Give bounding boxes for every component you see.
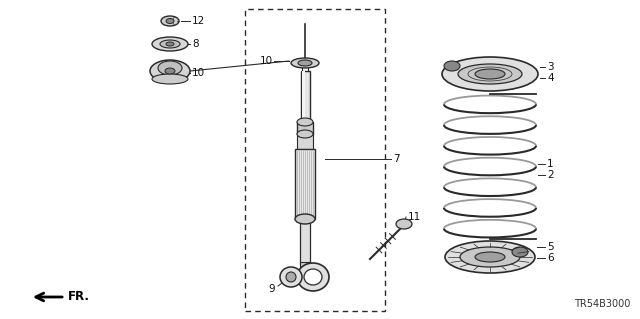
Ellipse shape (512, 247, 528, 257)
Text: 10: 10 (192, 68, 205, 78)
Ellipse shape (460, 247, 520, 267)
Text: 8: 8 (192, 39, 198, 49)
Text: 2: 2 (547, 170, 554, 180)
Ellipse shape (291, 58, 319, 68)
Ellipse shape (161, 16, 179, 26)
Text: 3: 3 (547, 62, 554, 72)
Bar (301, 71, 310, 124)
Ellipse shape (158, 61, 182, 75)
Bar (295, 149, 315, 219)
Ellipse shape (475, 252, 505, 262)
Ellipse shape (165, 68, 175, 74)
Text: 4: 4 (547, 73, 554, 83)
Ellipse shape (160, 40, 180, 48)
Ellipse shape (458, 64, 522, 84)
Ellipse shape (444, 61, 460, 71)
Ellipse shape (442, 57, 538, 91)
Bar (300, 219, 310, 264)
Text: 7: 7 (393, 154, 399, 164)
Ellipse shape (280, 267, 302, 287)
Text: 1: 1 (547, 159, 554, 169)
Ellipse shape (297, 118, 313, 126)
Ellipse shape (298, 60, 312, 66)
Ellipse shape (152, 37, 188, 51)
Ellipse shape (445, 241, 535, 273)
Text: FR.: FR. (68, 291, 90, 303)
Bar (302, 71, 305, 124)
Ellipse shape (297, 130, 313, 138)
Text: 9: 9 (268, 284, 275, 294)
Bar (297, 122, 313, 134)
Text: 10: 10 (260, 56, 273, 66)
Bar (300, 262, 310, 284)
Ellipse shape (152, 74, 188, 84)
Ellipse shape (166, 42, 174, 46)
Text: TR54B3000: TR54B3000 (573, 299, 630, 309)
Ellipse shape (286, 272, 296, 282)
Ellipse shape (475, 69, 505, 79)
Text: 11: 11 (408, 212, 421, 222)
Ellipse shape (295, 214, 315, 224)
Ellipse shape (304, 269, 322, 285)
Text: 12: 12 (192, 16, 205, 26)
Ellipse shape (166, 19, 174, 24)
Ellipse shape (396, 219, 412, 229)
Text: 5: 5 (547, 242, 554, 252)
Bar (297, 132, 313, 149)
Ellipse shape (150, 60, 190, 82)
Text: 6: 6 (547, 253, 554, 263)
Bar (245, 9, 385, 311)
Ellipse shape (297, 263, 329, 291)
